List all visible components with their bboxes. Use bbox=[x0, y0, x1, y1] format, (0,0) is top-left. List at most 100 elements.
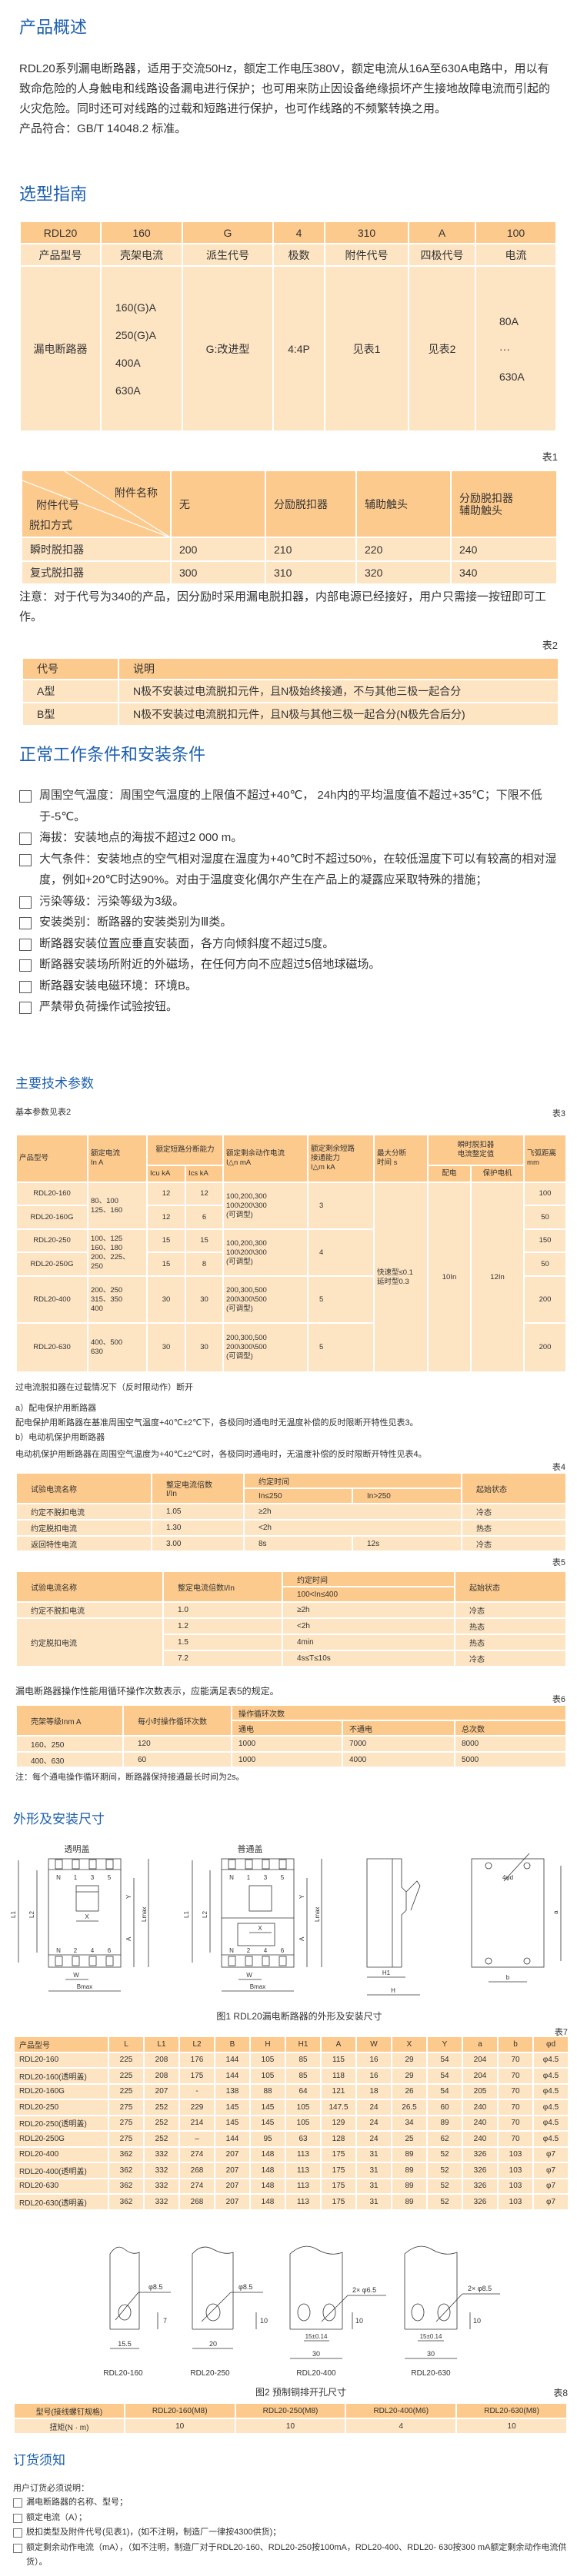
cell: 148 bbox=[249, 2162, 286, 2179]
terminal-labels: N 1 3 5 N 2 4 6 N 1 3 5 N 2 4 6 bbox=[56, 1874, 285, 1954]
table-row: RDL20-250G 15 8 50 bbox=[15, 1251, 568, 1277]
hole-label: 2× φ8.5 bbox=[468, 2285, 492, 2292]
table-row: RDL20-160G 12 6 50 bbox=[15, 1205, 568, 1230]
header-cell: X bbox=[391, 2036, 428, 2053]
height-label: 10 bbox=[473, 2317, 481, 2325]
table-row: 复式脱扣器 300 310 320 340 bbox=[21, 560, 558, 585]
cell: 50 bbox=[523, 1251, 568, 1277]
header-cell: 总次数 bbox=[453, 1720, 568, 1737]
width-label: 30 bbox=[312, 2350, 320, 2358]
cell: φ4.5 bbox=[532, 2067, 569, 2085]
table-row: 扭矩(N · m) 10 10 4 10 bbox=[13, 2418, 568, 2435]
header-cell: L bbox=[108, 2036, 145, 2053]
cell: N极不安装过电流脱扣元件，且N极始终接通，不与其他三极一起合分 bbox=[118, 679, 559, 703]
cell: 332 bbox=[143, 2162, 180, 2179]
header-cell: RDL20-160(M8) bbox=[123, 2402, 236, 2419]
cell: 10 bbox=[455, 2418, 568, 2435]
cell: 103 bbox=[497, 2177, 534, 2195]
cell: 3 bbox=[307, 1182, 375, 1230]
header-cell: 约定时间 bbox=[282, 1571, 455, 1587]
cell: 208 bbox=[143, 2067, 180, 2085]
cell: A型 bbox=[22, 679, 119, 703]
torque-table: 型号(接线螺钉规格) RDL20-160(M8) RDL20-250(M8) RDL2… bbox=[13, 2402, 568, 2435]
view-label: 透明盖 bbox=[65, 1843, 90, 1854]
overload-a-title: a）配电保护用断路器 bbox=[15, 1404, 97, 1413]
height-label: 7 bbox=[163, 2317, 167, 2325]
cell: 320 bbox=[355, 560, 452, 585]
cell: 扭矩(N · m) bbox=[13, 2418, 125, 2435]
dimensions-title: 外形及安装尺寸 bbox=[13, 1812, 105, 1826]
cell: 8s bbox=[243, 1535, 353, 1552]
table-row: RDL20-160G 225 207-138 88 64 121 18 26 54 205 70 φ4… bbox=[13, 2082, 569, 2100]
table-row: 约定脱扣电流 1.2 <2h 热态 bbox=[15, 1617, 567, 1667]
term: 5 bbox=[108, 1874, 112, 1881]
cell: 25 bbox=[391, 2130, 428, 2148]
cell: 95 bbox=[249, 2130, 286, 2148]
cell: 103 bbox=[497, 2162, 534, 2179]
header-cell: 无 bbox=[170, 470, 266, 538]
cell: φ4.5 bbox=[532, 2051, 569, 2069]
cell: 326 bbox=[462, 2193, 499, 2211]
term: 4 bbox=[91, 1947, 95, 1954]
cell: 175 bbox=[320, 2177, 357, 2195]
cell: 70 bbox=[497, 2067, 534, 2085]
table-row: 400、630 60 1000 4000 5000 bbox=[15, 1751, 568, 1768]
cell: φ7 bbox=[532, 2177, 569, 2195]
dim: Bmax bbox=[250, 1983, 265, 1990]
cell: RDL20-250 bbox=[13, 2099, 109, 2116]
cell: RDL20-400(透明盖) bbox=[13, 2162, 109, 2179]
term: N bbox=[229, 1947, 234, 1954]
value-row: 漏电断路器 160(G)A 250(G)A 400A 630A G:改进型 4:4P … bbox=[19, 265, 557, 432]
cell: 5 bbox=[307, 1322, 375, 1373]
cell: 4:4P bbox=[272, 265, 325, 432]
cell: 275 bbox=[108, 2114, 145, 2132]
tech-title: 主要技术参数 bbox=[15, 1076, 94, 1091]
cell: 113 bbox=[285, 2193, 322, 2211]
cell: 29 bbox=[391, 2051, 428, 2069]
header-cell: 100<In≤400 bbox=[282, 1586, 455, 1603]
cell: 113 bbox=[285, 2146, 322, 2163]
cell: 145 bbox=[214, 2114, 251, 2132]
cell: 85 bbox=[285, 2051, 322, 2069]
cell: B型 bbox=[22, 702, 119, 726]
table-row: 约定不脱扣电流 1.05 ≥2h 冷态 bbox=[15, 1503, 567, 1521]
header-cell: 配电 bbox=[427, 1165, 472, 1183]
order-item: 额定电流（A）； bbox=[13, 2511, 567, 2526]
cell: 8 bbox=[184, 1251, 225, 1277]
header-cell: Ics kA bbox=[184, 1165, 225, 1183]
cell: 热态 bbox=[461, 1519, 567, 1537]
cell: 85 bbox=[285, 2067, 322, 2085]
overview-title: 产品概述 bbox=[19, 18, 88, 37]
header-cell: 最大分断 时间 s bbox=[373, 1134, 429, 1183]
cell: 326 bbox=[462, 2146, 499, 2163]
cell: 362 bbox=[108, 2193, 145, 2211]
cell: 热态 bbox=[454, 1617, 567, 1635]
condition-item: 断路器安装场所附近的外磁场，在任何方向不应超过5倍地球磁场。 bbox=[19, 954, 562, 976]
cell: 附件代号 bbox=[324, 243, 409, 267]
table8-label: 表8 bbox=[553, 2388, 568, 2398]
frame: 630A bbox=[115, 384, 141, 397]
cell: 冷态 bbox=[454, 1650, 567, 1667]
cell: 漏电断路器 bbox=[19, 265, 102, 432]
header-cell: 整定电流倍数 I/In bbox=[151, 1472, 245, 1504]
header-cell: RDL20-630(M8) bbox=[455, 2402, 568, 2419]
table-row: RDL20-630 400、500 630 30 30 200,300,500 200\… bbox=[15, 1322, 568, 1373]
cell: 240 bbox=[450, 537, 558, 562]
hole-label: 2× φ6.5 bbox=[352, 2286, 376, 2294]
cell: 1.2 bbox=[162, 1617, 283, 1635]
cell: 70 bbox=[497, 2082, 534, 2100]
header-cell: 产品型号 bbox=[15, 1134, 88, 1183]
cell: 100、125 160、180 200、225、 250 bbox=[87, 1228, 148, 1277]
header-cell: 操作循环次数 bbox=[230, 1704, 568, 1721]
table6-note: 注：每个通电操作循环期间，断路器保持接通最长时间为2s。 bbox=[15, 1773, 245, 1782]
cell: 89 bbox=[391, 2162, 428, 2179]
conditions-list: 周围空气温度：周围空气温度的上限值不超过+40℃， 24h内的平均温度值不超过+… bbox=[19, 785, 562, 1018]
cell: 4min bbox=[282, 1634, 455, 1651]
cell: 160、250 bbox=[15, 1735, 124, 1753]
cell: ≥2h bbox=[243, 1503, 462, 1521]
table5: 试验电流名称 整定电流倍数I/In 约定时间 起始状态 100<In≤400 约定不脱… bbox=[15, 1571, 567, 1667]
cell: 88 bbox=[249, 2082, 286, 2100]
cell: 145 bbox=[249, 2099, 286, 2116]
dim: L1 bbox=[183, 1911, 190, 1918]
cell: 3.00 bbox=[151, 1535, 245, 1552]
